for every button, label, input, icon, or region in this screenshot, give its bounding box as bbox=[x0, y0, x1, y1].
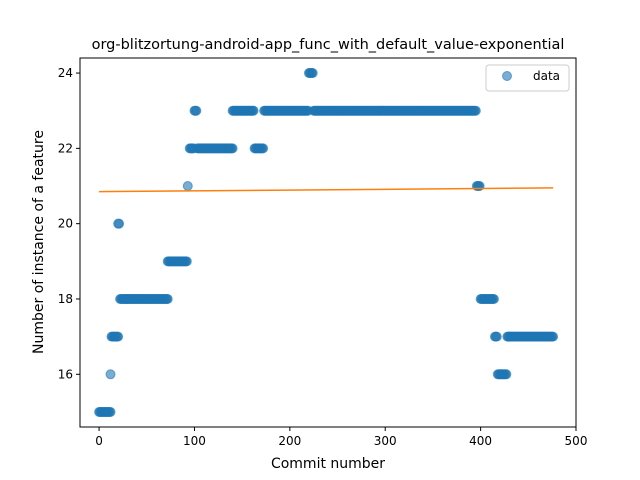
data-point bbox=[181, 256, 192, 267]
data-point bbox=[114, 218, 125, 229]
y-tick-label: 18 bbox=[58, 292, 73, 306]
fit-line-layer bbox=[99, 187, 554, 193]
data-point bbox=[227, 143, 238, 154]
data-point bbox=[548, 331, 559, 342]
legend: data bbox=[485, 64, 570, 92]
plot-frame bbox=[79, 57, 577, 428]
legend-marker bbox=[502, 71, 512, 81]
data-point bbox=[488, 293, 499, 304]
x-tick-label: 100 bbox=[183, 434, 206, 448]
x-tick-label: 500 bbox=[565, 434, 588, 448]
data-points bbox=[94, 68, 559, 417]
chart-title: org-blitzortung-android-app_func_with_de… bbox=[92, 37, 565, 53]
data-point bbox=[501, 369, 512, 380]
legend-label-data: data bbox=[533, 69, 560, 83]
data-point bbox=[162, 293, 173, 304]
y-tick-label: 20 bbox=[58, 217, 73, 231]
x-tick-label: 200 bbox=[278, 434, 301, 448]
data-point bbox=[258, 143, 269, 154]
data-point bbox=[182, 181, 193, 192]
data-point bbox=[105, 406, 116, 417]
y-tick-label: 24 bbox=[58, 66, 73, 80]
x-tick-label: 300 bbox=[374, 434, 397, 448]
data-point bbox=[307, 68, 318, 79]
y-tick-label: 22 bbox=[58, 141, 73, 155]
data-point bbox=[113, 331, 124, 342]
x-axis-label: Commit number bbox=[271, 456, 385, 472]
data-point bbox=[491, 331, 502, 342]
fit-line bbox=[99, 187, 554, 193]
y-axis-label: Number of instance of a feature bbox=[31, 130, 47, 354]
y-axis: 16 18 20 22 24 bbox=[58, 66, 80, 381]
data-point bbox=[248, 105, 259, 116]
x-tick-label: 0 bbox=[95, 434, 103, 448]
x-tick-label: 400 bbox=[469, 434, 492, 448]
y-tick-label: 16 bbox=[58, 367, 73, 381]
data-point bbox=[191, 105, 202, 116]
data-point bbox=[105, 369, 116, 380]
x-axis: 0 100 200 300 400 500 bbox=[95, 427, 587, 448]
data-point bbox=[470, 105, 481, 116]
